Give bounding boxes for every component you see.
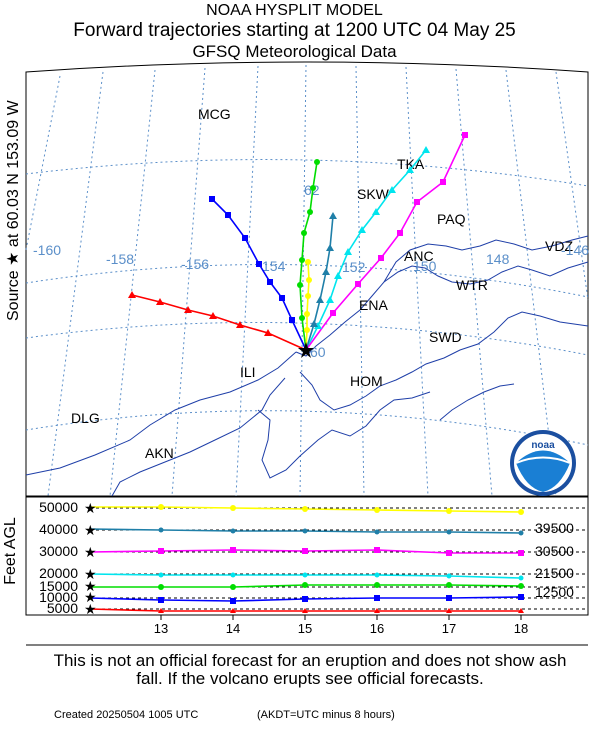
trajectory-magenta-path <box>305 134 466 351</box>
trajectory-yellow-path <box>305 261 310 351</box>
place-label: DLG <box>71 410 100 426</box>
time-tick-label: 16 <box>370 621 384 636</box>
trajectory-cyan-markers <box>314 146 430 329</box>
trajectory-magenta-markers <box>330 132 468 316</box>
time-tick-label: 17 <box>442 621 456 636</box>
height-tick-label: 50000 <box>39 499 78 515</box>
trajectory-blue-markers <box>209 196 295 323</box>
height-markers-teal <box>158 527 524 536</box>
height-tick-label: 40000 <box>39 521 78 537</box>
longitude-label: -160 <box>33 242 61 258</box>
longitude-label: 150 <box>413 258 437 274</box>
time-tick-label: 13 <box>154 621 168 636</box>
longitude-label: -158 <box>106 251 134 267</box>
longitude-label: 154 <box>262 258 286 274</box>
svg-text:★: ★ <box>84 523 97 539</box>
source-star-icon <box>298 342 314 358</box>
trajectory-teal-markers <box>310 212 337 327</box>
map-panel: MCG TKA SKW PAQ ANC VDZ WTR ENA SWD ILI … <box>25 61 589 497</box>
height-tick-label: 30000 <box>39 543 78 559</box>
place-label: ILI <box>240 364 256 380</box>
time-tick-label: 14 <box>226 621 240 636</box>
place-label: SWD <box>429 329 462 345</box>
disclaimer-text: This is not an official forecast for an … <box>53 651 567 688</box>
height-markers-green <box>158 582 524 590</box>
trajectory-cyan-path <box>305 149 427 351</box>
height-start-stars: ★ ★ ★ ★ ★ ★ ★ <box>84 501 97 618</box>
height-markers-red <box>158 608 524 613</box>
place-label: WTR <box>456 277 488 293</box>
height-right-label: 39500 <box>535 520 574 536</box>
longitude-label: 148 <box>486 251 510 267</box>
svg-text:★: ★ <box>84 579 97 595</box>
trajectory-red-markers <box>128 291 272 336</box>
forecast-title: Forward trajectories starting at 1200 UT… <box>73 20 516 41</box>
longitude-label: -146 <box>561 242 589 258</box>
svg-text:★: ★ <box>84 602 97 618</box>
place-label: ENA <box>359 297 388 313</box>
place-label: VDZ <box>545 238 573 254</box>
svg-text:★: ★ <box>84 501 97 517</box>
trajectory-teal-path <box>305 215 334 351</box>
place-label: HOM <box>350 373 383 389</box>
coastline <box>25 235 589 497</box>
place-label: SKW <box>357 186 390 202</box>
place-label: PAQ <box>437 211 466 227</box>
trajectory-blue-path <box>211 198 307 351</box>
height-tick-label: 15000 <box>39 578 78 594</box>
trajectory-green-markers <box>297 159 320 321</box>
noaa-logo-icon: noaa <box>510 430 576 496</box>
latitude-label: 60 <box>310 344 326 360</box>
trajectory-green-path <box>299 161 318 351</box>
height-right-label: 21500 <box>535 565 574 581</box>
place-label: AKN <box>145 445 174 461</box>
time-tick-label: 18 <box>514 621 528 636</box>
svg-text:noaa: noaa <box>531 440 555 451</box>
height-markers-yellow <box>158 504 524 515</box>
met-data-title: GFSQ Meteorological Data <box>192 42 397 61</box>
model-title: NOAA HYSPLIT MODEL <box>206 2 383 19</box>
height-tick-label: 10000 <box>39 589 78 605</box>
place-label: MCG <box>198 106 231 122</box>
created-timestamp: Created 20250504 1005 UTC <box>54 709 199 721</box>
time-tick-label: 15 <box>298 621 312 636</box>
svg-text:★: ★ <box>84 590 97 606</box>
height-markers-magenta <box>158 547 524 556</box>
height-right-label: 30500 <box>535 543 574 559</box>
height-tick-label: 5000 <box>47 600 78 616</box>
height-markers-cyan <box>158 572 524 581</box>
height-tick-label: 20000 <box>39 565 78 581</box>
longitude-label: -156 <box>181 256 209 272</box>
timezone-note: (AKDT=UTC minus 8 hours) <box>257 709 395 721</box>
height-markers-blue <box>158 594 524 604</box>
height-right-label: 12500 <box>535 584 574 600</box>
trajectory-yellow-markers <box>304 259 312 333</box>
svg-text:★: ★ <box>84 567 97 583</box>
place-label: ANC <box>404 248 434 264</box>
longitude-label: 152 <box>342 259 366 275</box>
svg-text:★: ★ <box>84 545 97 561</box>
height-panel: 50000 40000 30000 20000 15000 10000 5000… <box>25 496 589 646</box>
